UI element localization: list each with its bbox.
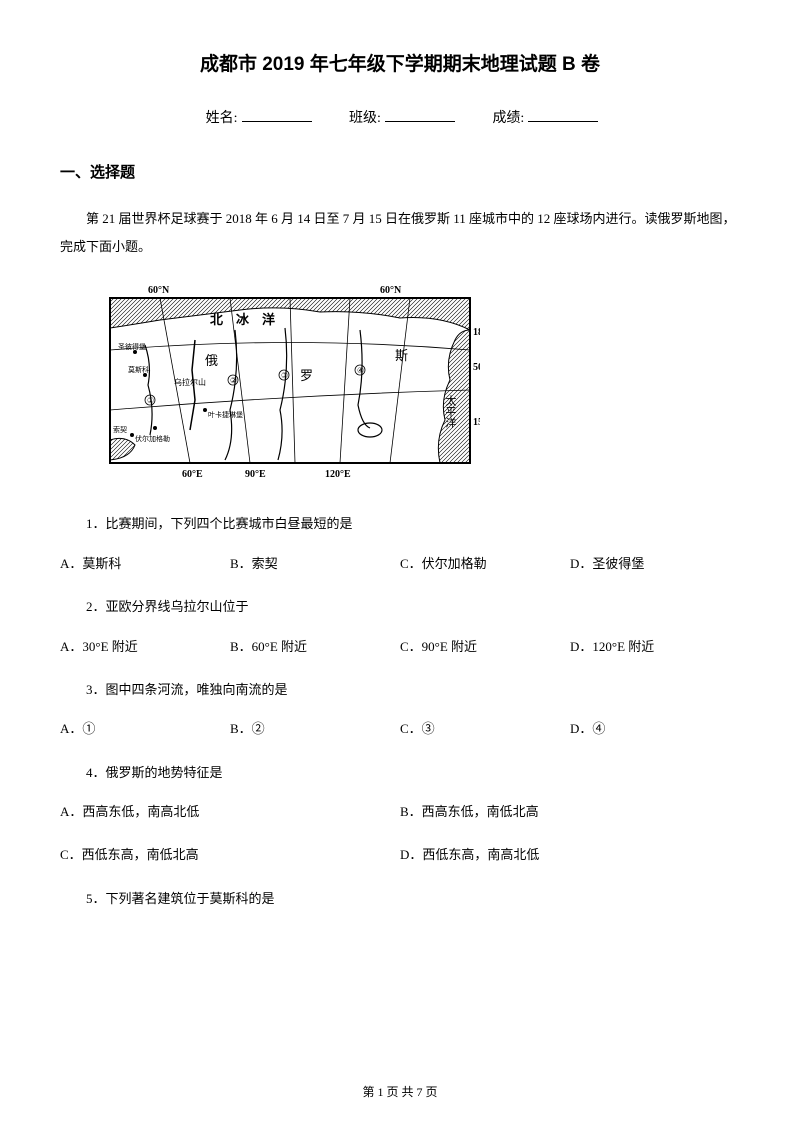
student-info-line: 姓名: 班级: 成绩: — [60, 108, 740, 130]
map-svg: 乌拉尔山 ① ② ③ ④ 莫斯科 索契 伏尔加格勒 圣彼得堡 叶卡捷琳堡 60°… — [100, 280, 480, 480]
question-4-options-row1: A．西高东低，南高北低 B．西高东低，南低北高 — [60, 800, 740, 823]
name-blank — [242, 121, 312, 122]
q4-opt-b: B．西高东低，南低北高 — [400, 800, 740, 823]
svg-text:俄: 俄 — [205, 353, 218, 368]
question-3-options: A．① B．② C．③ D．④ — [60, 717, 740, 740]
question-5: 5．下列著名建筑位于莫斯科的是 — [60, 887, 740, 910]
intro-paragraph: 第 21 届世界杯足球赛于 2018 年 6 月 14 日至 7 月 15 日在… — [60, 205, 740, 262]
svg-text:①: ① — [147, 396, 154, 405]
class-label: 班级: — [349, 111, 381, 126]
svg-text:索契: 索契 — [113, 425, 127, 434]
q2-opt-c: C．90°E 附近 — [400, 635, 570, 658]
question-4: 4．俄罗斯的地势特征是 — [60, 761, 740, 784]
score-blank — [528, 121, 598, 122]
question-4-options-row2: C．西低东高，南低北高 D．西低东高，南高北低 — [60, 843, 740, 866]
svg-text:圣彼得堡: 圣彼得堡 — [118, 342, 146, 351]
svg-text:60°E: 60°E — [182, 469, 203, 480]
svg-text:太平洋: 太平洋 — [444, 395, 457, 428]
svg-text:叶卡捷琳堡: 叶卡捷琳堡 — [208, 410, 243, 419]
svg-text:北 冰 洋: 北 冰 洋 — [210, 312, 275, 327]
q3-opt-d: D．④ — [570, 717, 740, 740]
page-footer: 第 1 页 共 7 页 — [0, 1083, 800, 1102]
svg-text:180°E: 180°E — [473, 327, 480, 338]
svg-text:斯: 斯 — [395, 348, 408, 363]
svg-text:④: ④ — [357, 366, 364, 375]
svg-text:②: ② — [230, 376, 237, 385]
question-2: 2．亚欧分界线乌拉尔山位于 — [60, 595, 740, 618]
svg-text:90°E: 90°E — [245, 469, 266, 480]
class-blank — [385, 121, 455, 122]
exam-title: 成都市 2019 年七年级下学期期末地理试题 B 卷 — [60, 50, 740, 80]
svg-text:伏尔加格勒: 伏尔加格勒 — [135, 434, 170, 443]
svg-text:120°E: 120°E — [325, 469, 351, 480]
question-1-options: A．莫斯科 B．索契 C．伏尔加格勒 D．圣彼得堡 — [60, 552, 740, 575]
svg-text:50°N: 50°N — [473, 362, 480, 373]
q1-opt-a: A．莫斯科 — [60, 552, 230, 575]
q1-opt-d: D．圣彼得堡 — [570, 552, 740, 575]
russia-map: 乌拉尔山 ① ② ③ ④ 莫斯科 索契 伏尔加格勒 圣彼得堡 叶卡捷琳堡 60°… — [100, 280, 740, 488]
map-ural-label: 乌拉尔山 — [174, 377, 206, 387]
name-label: 姓名: — [206, 111, 238, 126]
question-3: 3．图中四条河流，唯独向南流的是 — [60, 678, 740, 701]
svg-text:莫斯科: 莫斯科 — [128, 365, 149, 374]
question-2-options: A．30°E 附近 B．60°E 附近 C．90°E 附近 D．120°E 附近 — [60, 635, 740, 658]
svg-text:罗: 罗 — [300, 368, 313, 383]
q2-opt-a: A．30°E 附近 — [60, 635, 230, 658]
q3-opt-c: C．③ — [400, 717, 570, 740]
q4-opt-a: A．西高东低，南高北低 — [60, 800, 400, 823]
q4-opt-c: C．西低东高，南低北高 — [60, 843, 400, 866]
svg-text:③: ③ — [281, 371, 288, 380]
section-1-title: 一、选择题 — [60, 161, 740, 185]
q3-opt-a: A．① — [60, 717, 230, 740]
score-label: 成绩: — [492, 111, 524, 126]
q1-opt-b: B．索契 — [230, 552, 400, 575]
q2-opt-d: D．120°E 附近 — [570, 635, 740, 658]
q4-opt-d: D．西低东高，南高北低 — [400, 843, 740, 866]
q3-opt-b: B．② — [230, 717, 400, 740]
svg-text:60°N: 60°N — [148, 285, 170, 296]
question-1: 1．比赛期间，下列四个比赛城市白昼最短的是 — [60, 512, 740, 535]
svg-text:60°N: 60°N — [380, 285, 402, 296]
q1-opt-c: C．伏尔加格勒 — [400, 552, 570, 575]
q2-opt-b: B．60°E 附近 — [230, 635, 400, 658]
svg-text:150°E: 150°E — [473, 417, 480, 428]
